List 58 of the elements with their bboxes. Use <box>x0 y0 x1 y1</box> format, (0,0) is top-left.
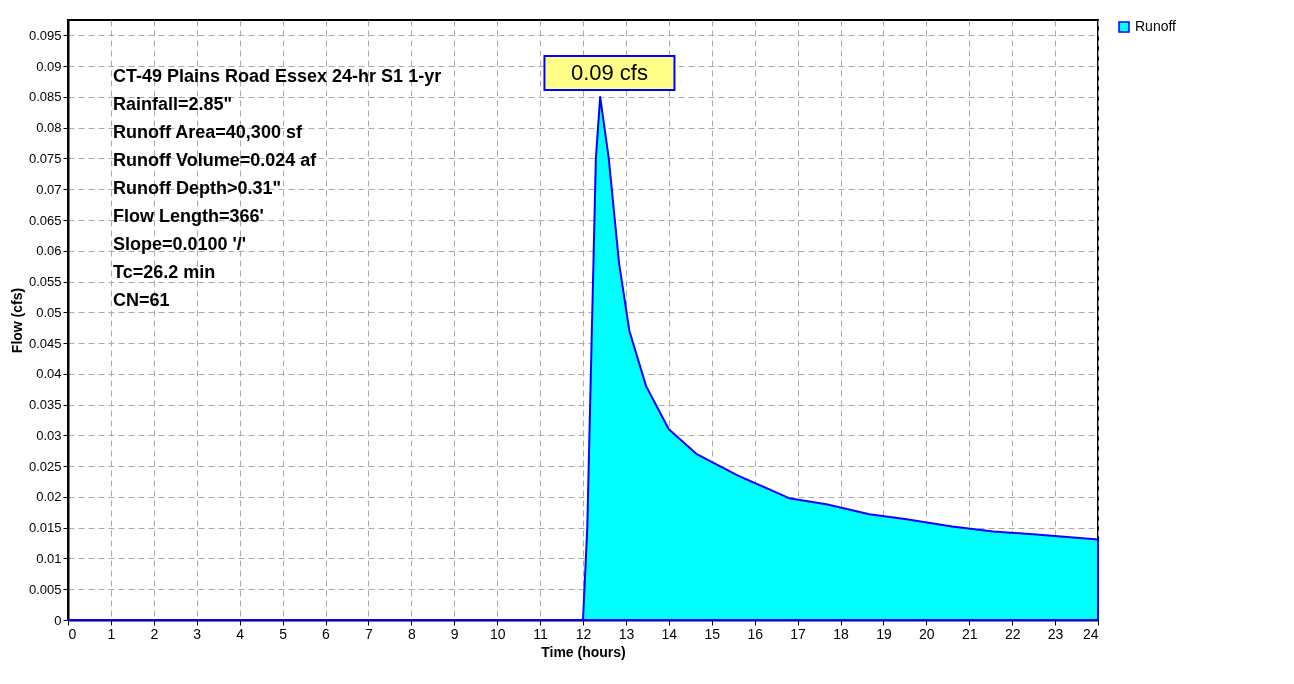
x-tick-label: 23 <box>1047 625 1064 642</box>
y-tick-label: 0.04 <box>36 366 62 382</box>
x-tick-label: 18 <box>833 625 849 642</box>
y-tick-label: 0.005 <box>28 581 62 597</box>
x-tick-label: 24 <box>1082 625 1099 642</box>
x-tick-label: 21 <box>961 625 978 642</box>
y-tick-label: 0.01 <box>36 550 62 566</box>
x-tick-label: 13 <box>618 625 635 642</box>
y-tick-label: 0.025 <box>28 458 62 474</box>
legend-label: Runoff <box>1135 18 1177 34</box>
x-tick-label: 10 <box>489 625 506 642</box>
annotation: Rainfall=2.85" <box>113 94 233 114</box>
y-tick-label: 0.09 <box>36 58 62 74</box>
x-tick-label: 20 <box>919 625 935 642</box>
x-tick-label: 11 <box>533 625 549 642</box>
x-tick-label: 1 <box>107 625 116 642</box>
x-tick-label: 19 <box>876 625 892 642</box>
y-tick-label: 0.03 <box>36 427 62 443</box>
y-tick-label: 0.055 <box>28 274 62 290</box>
x-tick-label: 14 <box>661 625 678 642</box>
x-tick-label: 8 <box>407 625 416 642</box>
x-tick-label: 5 <box>279 625 288 642</box>
x-tick-label: 15 <box>704 625 721 642</box>
x-tick-label: 3 <box>193 625 202 642</box>
x-tick-label: 22 <box>1004 625 1021 642</box>
annotation: 0.09 cfs <box>570 59 648 85</box>
y-tick-label: 0.045 <box>28 335 62 351</box>
annotation: Runoff Area=40,300 sf <box>113 122 303 142</box>
x-tick-label: 0 <box>68 625 77 642</box>
annotation: Flow Length=366' <box>113 206 264 226</box>
annotation: Runoff Depth>0.31" <box>113 178 282 198</box>
annotation: Runoff Volume=0.024 af <box>113 150 318 170</box>
y-tick-label: 0.06 <box>36 243 62 259</box>
x-tick-label: 9 <box>450 625 459 642</box>
x-tick-label: 2 <box>150 625 159 642</box>
y-tick-label: 0.095 <box>28 27 62 43</box>
annotation: Tc=26.2 min <box>113 262 216 282</box>
annotation: CN=61 <box>113 290 170 310</box>
y-tick-label: 0.065 <box>28 212 62 228</box>
y-tick-label: 0.075 <box>28 150 62 166</box>
x-tick-label: 4 <box>236 625 245 642</box>
annotation: CT-49 Plains Road Essex 24-hr S1 1-yr <box>113 66 442 86</box>
x-tick-label: 16 <box>747 625 764 642</box>
y-axis-title: Flow (cfs) <box>8 287 25 354</box>
x-tick-label: 7 <box>365 625 374 642</box>
y-tick-label: 0.015 <box>28 520 62 536</box>
annotation: Slope=0.0100 '/' <box>113 234 247 254</box>
x-tick-label: 12 <box>575 625 592 642</box>
y-tick-label: 0.07 <box>36 181 62 197</box>
y-tick-label: 0.02 <box>36 489 62 505</box>
y-tick-label: 0.05 <box>36 304 62 320</box>
x-tick-label: 6 <box>322 625 331 642</box>
y-tick-label: 0.035 <box>28 397 62 413</box>
y-tick-label: 0.085 <box>28 89 62 105</box>
y-tick-label: 0 <box>54 612 62 628</box>
x-axis-title: Time (hours) <box>541 643 626 660</box>
x-tick-label: 17 <box>790 625 807 642</box>
y-tick-label: 0.08 <box>36 120 62 136</box>
